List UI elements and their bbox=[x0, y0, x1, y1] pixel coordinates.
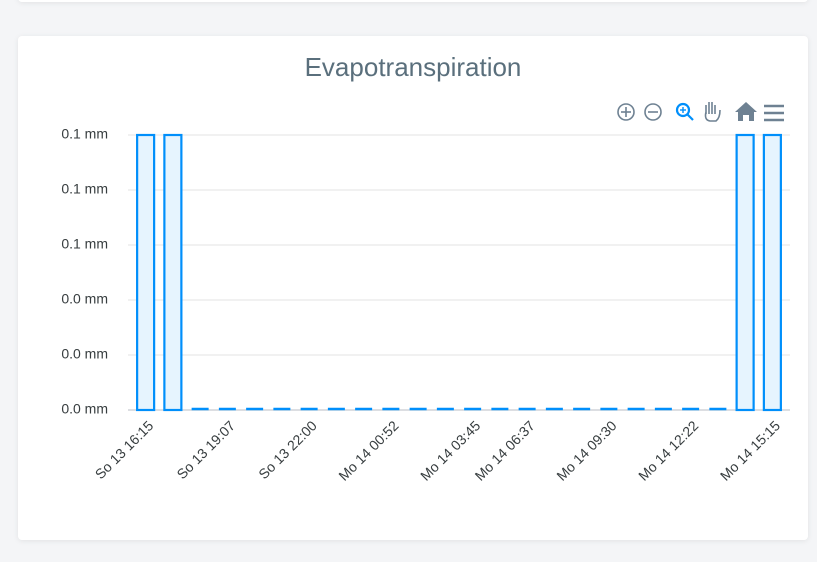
x-tick-label: So 13 16:15 bbox=[92, 417, 157, 482]
x-tick-label: Mo 14 00:52 bbox=[335, 417, 402, 484]
previous-card bbox=[18, 0, 808, 2]
bar bbox=[136, 133, 156, 412]
x-tick-label: Mo 14 15:15 bbox=[717, 417, 784, 484]
menu-button[interactable] bbox=[764, 104, 784, 122]
y-tick-label: 0.0 mm bbox=[61, 401, 108, 417]
y-tick-label: 0.1 mm bbox=[61, 236, 108, 252]
toolbar[interactable] bbox=[617, 102, 784, 122]
x-tick-label: Mo 14 09:30 bbox=[553, 417, 620, 484]
y-tick-label: 0.0 mm bbox=[61, 346, 108, 362]
y-tick-label: 0.0 mm bbox=[61, 291, 108, 307]
chart-title: Evapotranspiration bbox=[305, 52, 522, 82]
x-tick-label: So 13 19:07 bbox=[173, 417, 238, 482]
reset-button[interactable] bbox=[735, 102, 757, 121]
bar bbox=[735, 133, 755, 412]
bar bbox=[762, 133, 782, 412]
x-tick-label: So 13 22:00 bbox=[255, 417, 320, 482]
x-tick-label: Mo 14 12:22 bbox=[635, 417, 702, 484]
bar bbox=[163, 133, 183, 412]
zoom-out-button[interactable] bbox=[644, 103, 662, 121]
y-tick-label: 0.1 mm bbox=[61, 181, 108, 197]
zoom-in-button[interactable] bbox=[617, 103, 635, 121]
y-tick-label: 0.1 mm bbox=[61, 126, 108, 142]
pan-button[interactable] bbox=[704, 102, 721, 122]
selection-zoom-button[interactable] bbox=[675, 102, 694, 121]
